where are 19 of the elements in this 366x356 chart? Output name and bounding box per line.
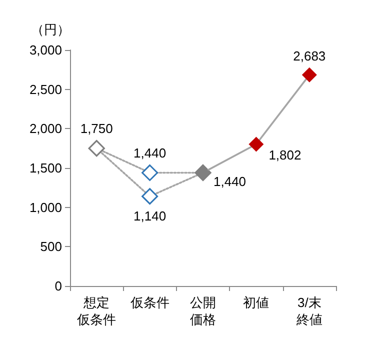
y-tick-label: 1,000 [29, 200, 62, 215]
y-tick-label: 1,500 [29, 160, 62, 176]
y-tick-label: 3,000 [29, 42, 62, 58]
x-tick-label: 想定仮条件 [76, 295, 116, 327]
data-label: 2,683 [293, 48, 326, 64]
data-label: 1,140 [134, 208, 166, 224]
y-tick-label: 0 [54, 278, 62, 294]
data-label: 1,750 [80, 121, 113, 136]
x-tick-label: 3/末終値 [295, 295, 322, 327]
x-tick-label: 仮条件 [129, 295, 170, 310]
data-label: 1,440 [214, 174, 246, 190]
y-tick-label: 2,000 [29, 121, 62, 136]
data-label: 1,440 [134, 145, 166, 160]
data-label: 1,802 [268, 148, 302, 163]
y-axis-title: （円） [31, 22, 70, 37]
x-tick-label: 公開価格 [190, 295, 216, 327]
x-tick-label: 初値 [243, 295, 270, 310]
y-tick-label: 500 [40, 239, 62, 254]
y-tick-label: 2,500 [29, 82, 62, 97]
